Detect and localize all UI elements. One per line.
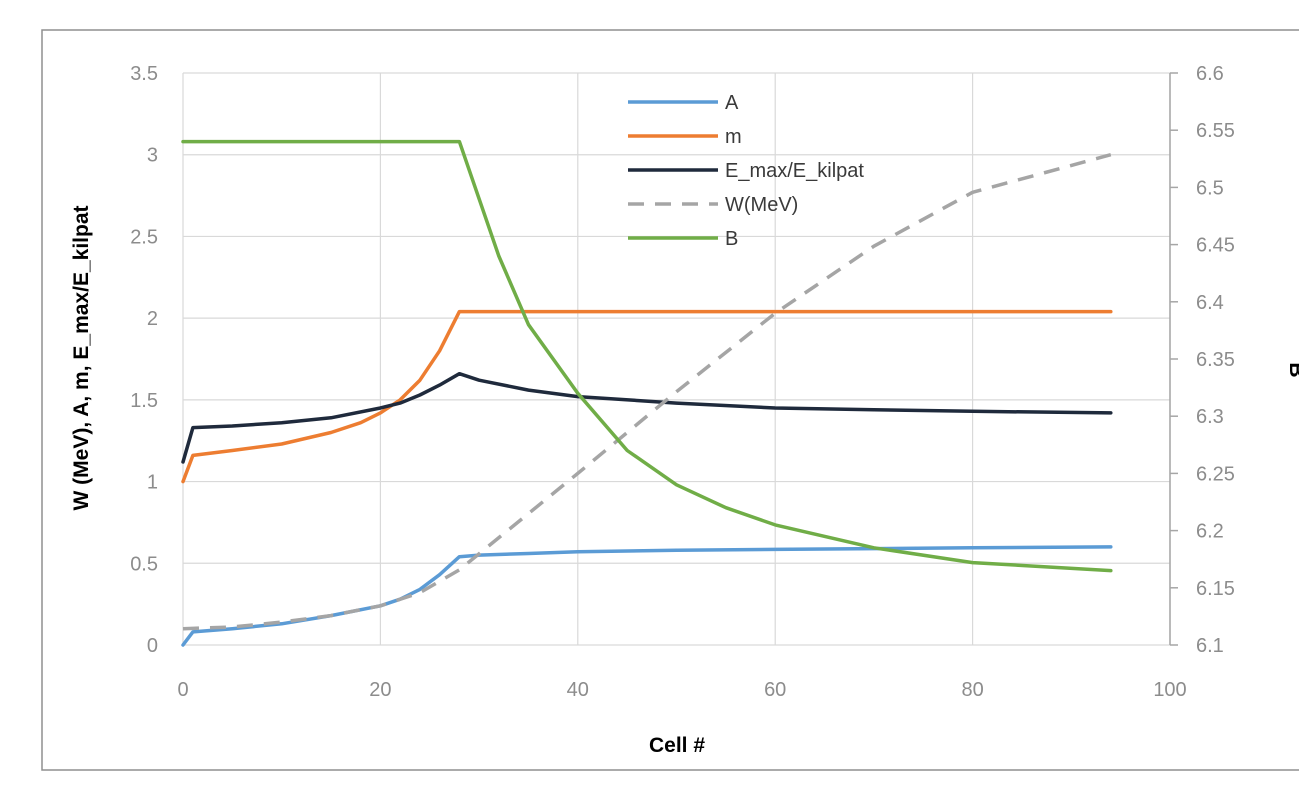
x-axis-title: Cell # [649, 734, 705, 757]
y-left-tick-label: 1 [147, 472, 158, 494]
x-tick-label: 20 [369, 679, 391, 701]
y-right-tick-label: 6.4 [1196, 292, 1224, 314]
y-left-tick-label: 1.5 [130, 390, 158, 412]
legend-label: m [725, 126, 742, 148]
y-left-tick-label: 3.5 [130, 63, 158, 85]
legend-label: A [725, 92, 739, 114]
y-right-tick-label: 6.2 [1196, 521, 1224, 543]
series-lines [181, 139, 1113, 647]
series-line-b [181, 139, 1113, 573]
y-right-tick-label: 6.45 [1196, 235, 1235, 257]
x-tick-label: 80 [961, 679, 983, 701]
tick-labels: 0 20 40 60 80 100 0 0.5 1 1.5 2 2.5 3 3.5 6.1 6.15 6.2 6.… [130, 63, 1235, 701]
y-left-tick-label: 2.5 [130, 226, 158, 248]
series-line-e-max-e-kilpat [181, 371, 1113, 464]
y-right-tick-label: 6.35 [1196, 349, 1235, 371]
x-tick-label: 0 [177, 679, 188, 701]
y-left-tick-label: 0 [147, 635, 158, 657]
x-tick-label: 40 [567, 679, 589, 701]
y-right-tick-label: 6.55 [1196, 120, 1235, 142]
y-right-tick-label: 6.3 [1196, 406, 1224, 428]
legend-label: E_max/E_kilpat [725, 160, 864, 182]
series-line-w-mev- [182, 153, 1112, 631]
y-axis-right-title: B [1285, 362, 1299, 377]
y-left-tick-label: 0.5 [130, 553, 158, 575]
y-right-tick-label: 6.5 [1196, 177, 1224, 199]
axes [1169, 72, 1178, 646]
legend-label: B [725, 228, 738, 250]
y-left-tick-label: 3 [147, 145, 158, 167]
series-line-m [181, 309, 1113, 484]
x-tick-label: 60 [764, 679, 786, 701]
y-right-tick-label: 6.15 [1196, 578, 1235, 600]
legend-label: W(MeV) [725, 194, 798, 216]
x-tick-label: 100 [1153, 679, 1186, 701]
y-right-tick-label: 6.25 [1196, 463, 1235, 485]
y-right-tick-label: 6.1 [1196, 635, 1224, 657]
y-right-tick-label: 6.6 [1196, 63, 1224, 85]
legend: Am E_max/E_kilpat W(MeV) B [628, 92, 864, 250]
y-left-tick-label: 2 [147, 308, 158, 330]
y-axis-left-title: W (MeV), A, m, E_max/E_kilpat [70, 206, 93, 511]
